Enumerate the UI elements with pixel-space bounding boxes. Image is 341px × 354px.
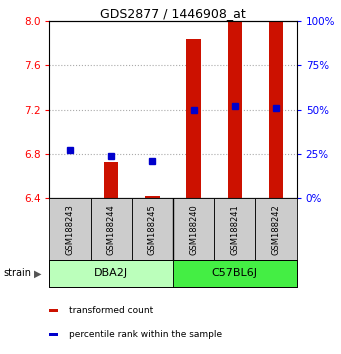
- Text: GSM188240: GSM188240: [189, 204, 198, 255]
- Bar: [255, 198, 297, 260]
- Text: transformed count: transformed count: [69, 306, 153, 315]
- Bar: [173, 260, 297, 287]
- Bar: [187, 39, 201, 198]
- Bar: [132, 198, 173, 260]
- Text: GSM188244: GSM188244: [107, 204, 116, 255]
- Bar: [214, 198, 255, 260]
- Text: strain: strain: [3, 268, 31, 279]
- Title: GDS2877 / 1446908_at: GDS2877 / 1446908_at: [100, 7, 246, 20]
- Text: GSM188242: GSM188242: [271, 204, 281, 255]
- Bar: [49, 260, 173, 287]
- Bar: [269, 21, 283, 198]
- Text: ▶: ▶: [34, 268, 42, 279]
- Bar: [91, 198, 132, 260]
- Bar: [145, 196, 160, 198]
- Bar: [104, 162, 118, 198]
- Bar: [49, 198, 91, 260]
- Bar: [228, 21, 242, 198]
- Text: percentile rank within the sample: percentile rank within the sample: [69, 330, 222, 339]
- Text: C57BL6J: C57BL6J: [212, 268, 258, 279]
- Bar: [49, 309, 58, 312]
- Text: DBA2J: DBA2J: [94, 268, 128, 279]
- Text: GSM188241: GSM188241: [231, 204, 239, 255]
- Text: GSM188245: GSM188245: [148, 204, 157, 255]
- Bar: [173, 198, 214, 260]
- Bar: [49, 333, 58, 336]
- Text: GSM188243: GSM188243: [65, 204, 75, 255]
